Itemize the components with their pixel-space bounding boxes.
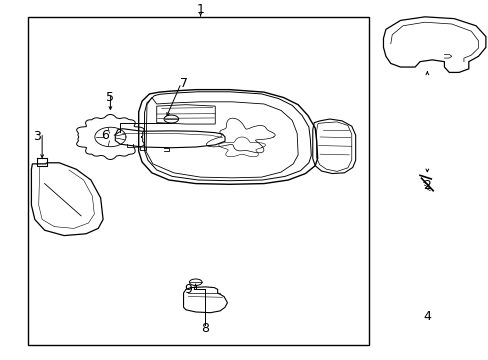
Bar <box>27 17 368 345</box>
Text: 2: 2 <box>423 179 430 192</box>
Text: 7: 7 <box>179 77 187 90</box>
Text: 1: 1 <box>196 3 204 16</box>
Text: 4: 4 <box>423 310 430 323</box>
Text: 5: 5 <box>106 91 114 104</box>
Text: 6: 6 <box>102 129 109 142</box>
Text: 9: 9 <box>184 283 192 296</box>
Text: 8: 8 <box>201 322 209 335</box>
Text: 3: 3 <box>33 130 41 144</box>
